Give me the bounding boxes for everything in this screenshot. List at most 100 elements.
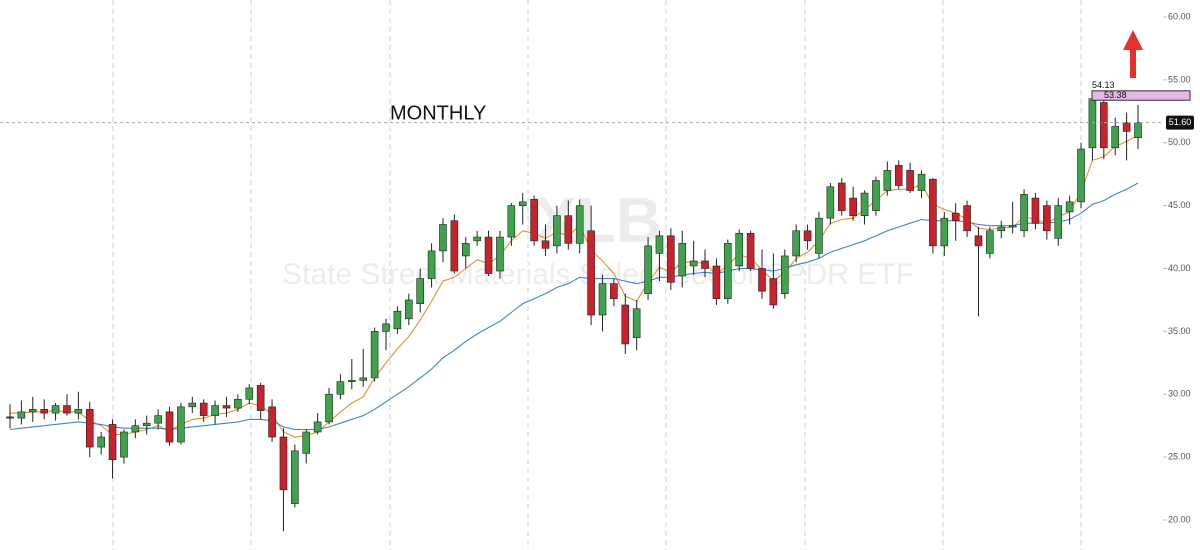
candle-body [997,226,1006,232]
candle-body [883,170,892,191]
candle-body [28,409,37,413]
moving-average [10,134,1139,438]
candle-body [1134,122,1142,139]
resistance-zone [1091,90,1191,101]
candle-body [302,431,311,454]
candle-body [758,268,766,292]
candle-body [689,260,698,267]
candle-body [234,398,242,409]
candle-body [769,278,778,306]
candle-body [63,405,71,414]
candle-body [313,421,322,433]
candle-body [439,224,447,252]
candle-body [268,406,276,438]
candle-body [837,182,846,211]
candle-body [211,405,219,416]
candle-body [348,380,356,382]
candle-body [780,255,789,294]
candle-body [382,323,390,332]
candle-body [461,243,470,257]
candle-body [621,304,630,345]
candle-body [735,232,744,267]
moving-average [9,182,1139,431]
candle-body [575,205,584,244]
y-tick-label: 45.00 [1168,200,1191,210]
candle-body [724,243,732,299]
y-tick-label: 40.00 [1168,263,1191,273]
candle-body [484,236,493,274]
candle-body [1077,148,1085,203]
candle-body [1043,205,1051,232]
candle-body [667,235,675,283]
y-tick-label: 25.00 [1168,452,1191,462]
candle-body [473,236,481,242]
candle-body [849,197,857,216]
candle-body [245,387,254,400]
candle-body [40,409,48,414]
candle-body [256,385,265,411]
candle-body [108,424,117,460]
candle-body [553,215,561,247]
candle-body [632,308,641,338]
candle-body [598,283,607,316]
candle-body [1122,122,1131,132]
candle-body [177,406,185,443]
y-tick-label: 35.00 [1168,326,1191,336]
candle-body [507,205,516,238]
candle-body [712,265,721,299]
watermark-name: State Street Materials Select Sector SPD… [282,258,914,291]
candle-body [872,180,880,211]
candle-body [986,230,994,254]
last-price-tag [1166,115,1194,130]
candle-body [97,436,105,448]
annotation: MONTHLY [390,102,486,124]
candle-body [120,431,128,458]
candle-body [792,230,800,257]
candle-body [963,205,971,232]
candle-body [610,283,618,299]
candle-body [336,381,345,395]
candle-body [826,186,835,219]
candle-body [404,299,413,320]
y-tick-label: 50.00 [1168,137,1191,147]
candle-body [541,240,550,249]
candle-body [587,230,595,316]
last-price-label: 51.60 [1169,117,1192,127]
candle-body [199,402,208,416]
candle-body [518,201,527,206]
candle-body [1065,201,1074,213]
candle-body [1008,225,1017,228]
plot: 20.00 25.00 30.00 35.00 40.00 45.00 50.00 55.00… [0,11,1194,532]
candle-body [393,310,402,330]
candle-body [1088,98,1097,149]
candle-body [359,377,368,381]
candle-body [74,409,83,414]
candle-body [815,217,823,254]
candle-body [325,393,333,423]
candle-body [1054,205,1063,239]
candle-body [746,232,755,269]
candle-body [1100,102,1108,149]
candle-body [6,416,14,419]
candle-body [929,178,937,247]
candle-body [450,220,459,272]
candle-body [291,450,299,504]
candle-body [165,411,174,443]
candle-body [416,278,424,305]
y-tick-label: 20.00 [1168,514,1191,524]
candle-body [860,192,869,216]
up-arrow [1123,30,1143,78]
candle-body [17,411,26,419]
candle-body [279,436,288,491]
y-tick-label: 55.00 [1168,74,1191,84]
candle-body [655,235,664,254]
y-tick-label: 60.00 [1168,11,1191,21]
candle-body [1031,197,1040,224]
candle-body [1020,194,1028,232]
candle-body [370,331,379,379]
candle-body [906,170,914,191]
candle-body [131,425,140,433]
candle-body [222,405,231,409]
candle-body [564,215,573,244]
